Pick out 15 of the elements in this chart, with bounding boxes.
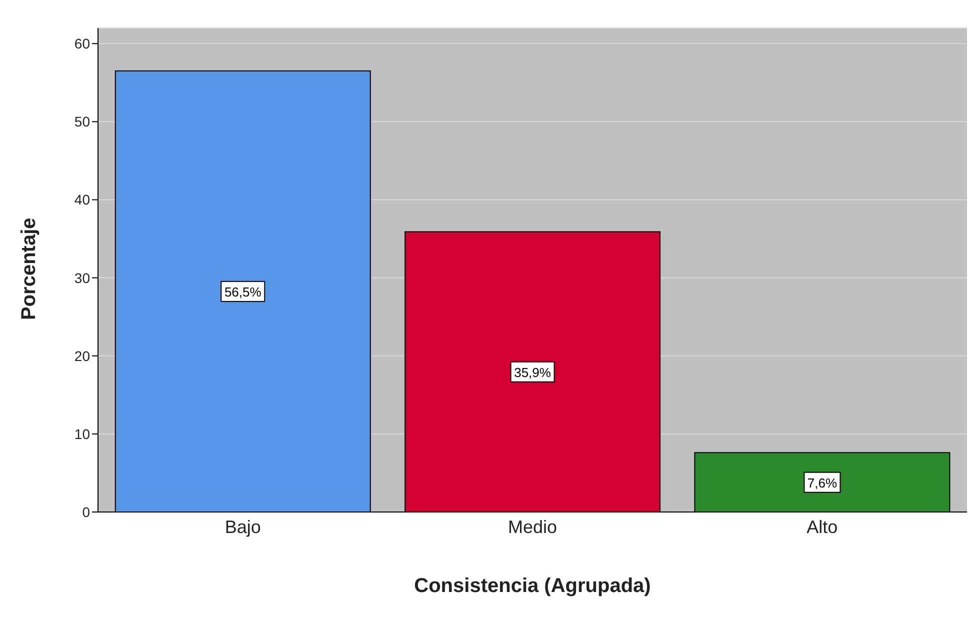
- y-tick-label: 50: [74, 114, 90, 130]
- y-tick-label: 20: [74, 348, 90, 364]
- data-label: 7,6%: [807, 475, 838, 490]
- data-label: 56,5%: [224, 284, 262, 300]
- x-tick-label: Medio: [508, 516, 558, 537]
- y-tick-label: 0: [82, 504, 90, 520]
- data-label: 35,9%: [514, 364, 552, 380]
- y-tick-label: 60: [74, 36, 90, 52]
- y-tick-label: 10: [74, 426, 90, 442]
- y-tick-label: 40: [74, 192, 90, 208]
- x-tick-label: Alto: [806, 516, 838, 537]
- x-tick-label: Bajo: [224, 516, 261, 537]
- y-axis-title: Porcentaje: [18, 218, 40, 320]
- y-tick-label: 30: [74, 270, 90, 286]
- x-axis-title: Consistencia (Agrupada): [414, 575, 651, 597]
